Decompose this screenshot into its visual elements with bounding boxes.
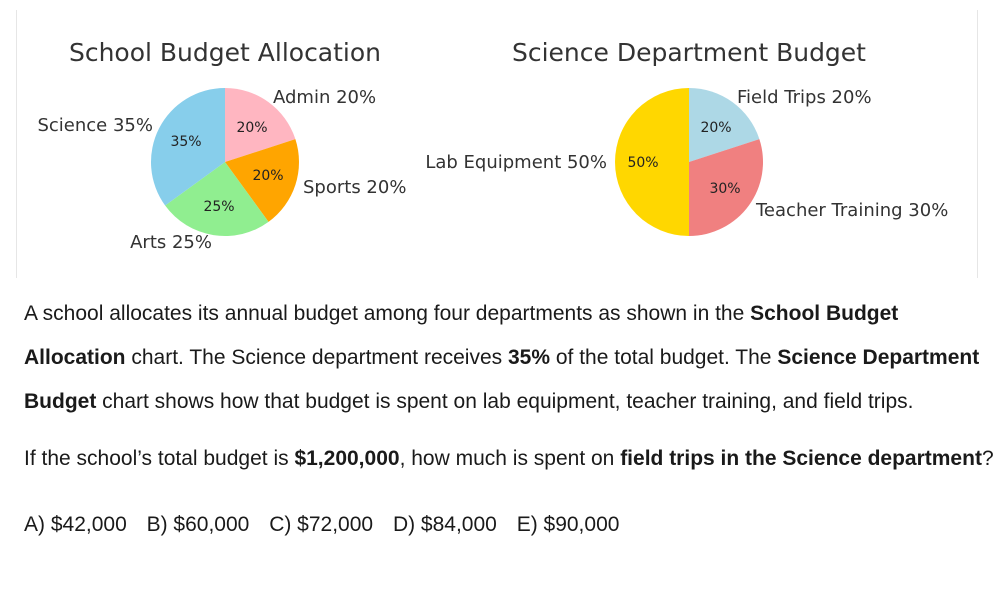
pie-school-budget: Admin 20% 20% Sports 20% 20% Arts 25% 25% Scie…: [37, 87, 406, 253]
slice-label-sports: Sports 20%: [303, 177, 406, 198]
choice-b[interactable]: B) $60,000: [146, 513, 250, 536]
slice-label-admin: Admin 20%: [273, 87, 376, 108]
q-bold-chart2: Science Department Budget: [24, 346, 980, 413]
pie-slice-science: [150, 88, 225, 206]
slice-percent-lab-equipment: 50%: [627, 155, 658, 171]
q-bold-total: $1,200,000: [294, 447, 400, 470]
slice-percent-science: 35%: [170, 134, 201, 150]
slice-percent-sports: 20%: [252, 168, 283, 184]
chart-title-science: Science Department Budget: [512, 38, 866, 67]
choice-a[interactable]: A) $42,000: [24, 513, 127, 536]
slice-label-lab-equipment: Lab Equipment 50%: [425, 152, 607, 173]
q-text: ?: [981, 447, 994, 470]
choice-c[interactable]: C) $72,000: [269, 513, 374, 536]
question-prompt: If the school’s total budget is $1,200,0…: [24, 444, 1004, 474]
charts-figure: School Budget Allocation Science Departm…: [37, 38, 948, 253]
choice-d[interactable]: D) $84,000: [392, 513, 497, 536]
pie-slice-arts: [165, 162, 269, 237]
q-text: , how much is spent on: [399, 447, 621, 470]
slice-percent-admin: 20%: [236, 120, 267, 136]
q-text: chart shows how that budget is spent on …: [96, 390, 914, 413]
answer-choices: A) $42,000 B) $60,000 C) $72,000 D) $84,…: [24, 510, 1004, 540]
q-bold-percent: 35%: [508, 346, 551, 369]
chart-panel: [16, 10, 978, 278]
pie-slice-teacher-training: [689, 139, 764, 236]
slice-percent-field-trips: 20%: [700, 120, 731, 136]
pie-slice-field-trips: [689, 88, 760, 162]
chart-title-school: School Budget Allocation: [69, 38, 381, 67]
slice-label-science: Science 35%: [37, 115, 153, 136]
choice-e[interactable]: E) $90,000: [516, 513, 620, 536]
pie-slice-admin: [225, 88, 296, 162]
q-text: If the school’s total budget is: [24, 447, 295, 470]
q-bold-chart1: School Budget Allocation: [24, 302, 899, 369]
q-text: of the total budget. The: [550, 346, 778, 369]
slice-label-teacher-training: Teacher Training 30%: [755, 200, 948, 221]
slice-percent-arts: 25%: [203, 199, 234, 215]
slice-label-field-trips: Field Trips 20%: [737, 87, 872, 108]
slice-label-arts: Arts 25%: [130, 232, 212, 253]
slice-percent-teacher-training: 30%: [709, 181, 740, 197]
q-text: chart. The Science department receives: [125, 346, 508, 369]
question-context: A school allocates its annual budget amo…: [24, 292, 1004, 424]
q-bold-target: field trips in the Science department: [620, 447, 982, 470]
question-block: A school allocates its annual budget amo…: [24, 292, 1004, 540]
pie-science-budget: Field Trips 20% 20% Teacher Training 30% 30…: [425, 87, 948, 236]
q-text: A school allocates its annual budget amo…: [24, 302, 751, 325]
pie-slice-sports: [225, 139, 300, 222]
pie-slice-lab-equipment: [615, 88, 689, 236]
